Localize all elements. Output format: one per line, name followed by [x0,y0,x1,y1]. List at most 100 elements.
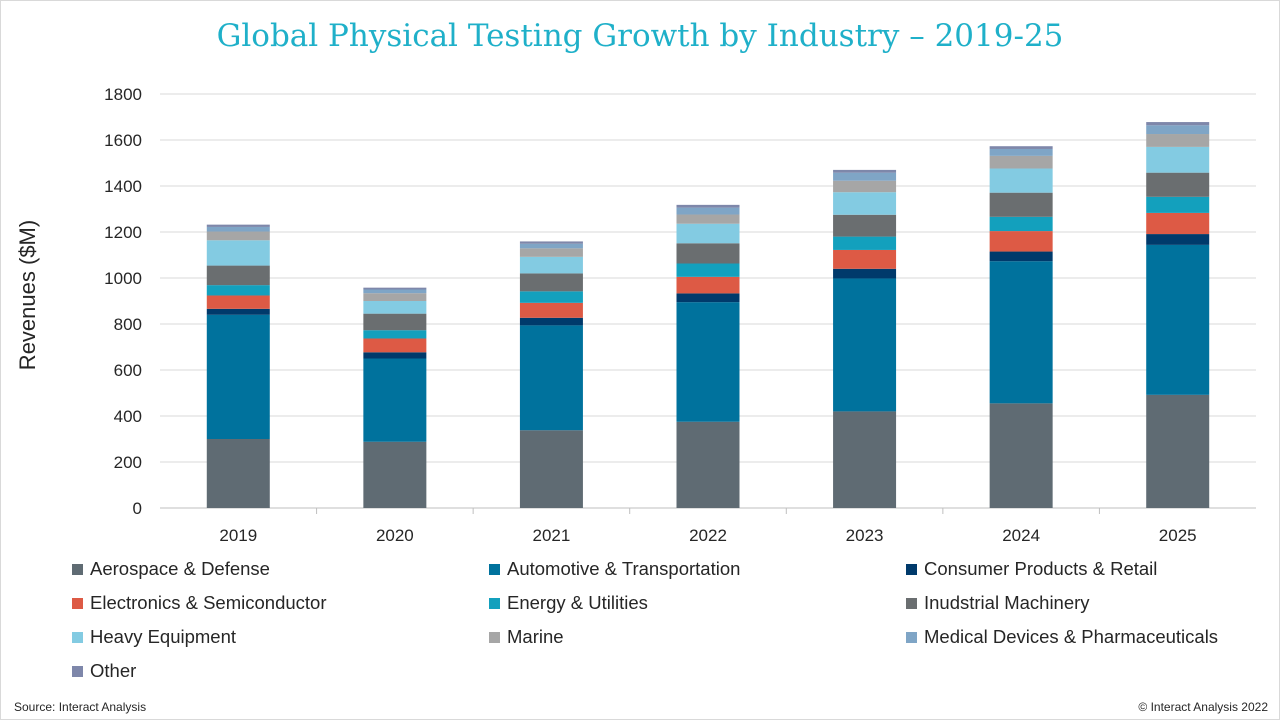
bar-segment [363,330,427,339]
legend-swatch [72,665,83,677]
bar-segment [1146,394,1210,508]
bar-segment [833,180,897,193]
y-tick-label: 400 [114,407,142,426]
legend-label: Consumer Products & Retail [924,558,1158,579]
bar-segment [519,241,583,244]
legend-swatch [72,563,83,575]
legend-item: Aerospace & Defense [72,558,270,580]
bar-segment [676,243,740,264]
legend-swatch [906,631,917,643]
chart-title: Global Physical Testing Growth by Indust… [216,18,1064,54]
y-tick-label: 0 [133,499,142,518]
bar-segment [206,285,270,296]
bar-segment [833,236,897,250]
bar-segment [363,289,427,294]
x-tick-label: 2025 [1159,526,1197,545]
bar-segment [363,293,427,301]
bar-segment [833,192,897,215]
x-tick-label: 2022 [689,526,727,545]
legend-swatch [906,563,917,575]
bar-segment [1146,134,1210,147]
legend-swatch [489,563,500,575]
bar-segment [206,439,270,508]
bar-segment [519,302,583,318]
bar-segment [676,302,740,422]
bar-segment [206,295,270,309]
legend-label: Medical Devices & Pharmaceuticals [924,626,1219,647]
bar-segment [676,421,740,508]
legend-swatch [906,597,917,609]
bar-segment [989,148,1053,156]
bar-segment [989,155,1053,169]
legend-swatch [489,597,500,609]
bar-segment [989,231,1053,252]
bar-segment [989,403,1053,508]
legend-label: Electronics & Semiconductor [90,592,327,613]
bar-segment [1146,172,1210,197]
legend-item: Other [72,660,136,682]
bar-segment [363,313,427,331]
bar-segment [1146,125,1210,135]
legend-item: Inudstrial Machinery [906,592,1090,614]
bar-segment [363,301,427,314]
y-tick-label: 200 [114,453,142,472]
bar-segment [676,214,740,224]
y-tick-label: 600 [114,361,142,380]
bar-segment [519,430,583,508]
legend-label: Energy & Utilities [507,592,648,613]
bar-segment [676,207,740,215]
bar-segment [833,278,897,412]
bar-segment [206,308,270,315]
y-tick-label: 1200 [104,223,142,242]
bar-segment [206,224,270,227]
bar-segment [989,192,1053,217]
bar-segment [989,251,1053,262]
bar-segment [833,214,897,237]
bar-segment [676,276,740,294]
y-tick-label: 1800 [104,85,142,104]
bar-segment [1146,212,1210,235]
bar-segment [519,243,583,249]
bar-segment [363,287,427,290]
bar-segment [519,317,583,326]
bar-segment [519,325,583,431]
bar-segment [989,216,1053,232]
copyright-note: © Interact Analysis 2022 [1138,700,1268,714]
y-axis-title: Revenues ($M) [15,220,40,370]
legend-item: Medical Devices & Pharmaceuticals [906,626,1218,648]
bar-segment [206,314,270,439]
bar-segment [989,261,1053,404]
legend-item: Heavy Equipment [72,626,236,648]
legend-label: Aerospace & Defense [90,558,270,579]
bar-segment [519,273,583,292]
bar-segment [833,268,897,279]
bar-segment [676,204,740,208]
bar-segment [833,411,897,508]
y-tick-label: 800 [114,315,142,334]
bar-segment [363,441,427,508]
legend-swatch [489,631,500,643]
x-tick-label: 2020 [376,526,414,545]
legend-item: Automotive & Transportation [489,558,740,580]
x-tick-label: 2023 [846,526,884,545]
legend-label: Other [90,660,137,681]
legend-swatch [72,631,83,643]
bar-segment [676,293,740,303]
bar-segment [519,256,583,274]
x-tick-label: 2021 [533,526,571,545]
y-tick-label: 1600 [104,131,142,150]
legend-label: Marine [507,626,564,647]
bar-segment [989,146,1053,149]
bar-segment [363,352,427,359]
bar-segment [519,248,583,257]
bar-segment [1146,244,1210,395]
x-tick-label: 2019 [219,526,257,545]
legend-item: Marine [489,626,564,648]
y-tick-label: 1000 [104,269,142,288]
bar-segment [1146,196,1210,213]
bar-segment [1146,234,1210,245]
bar-segment [206,231,270,241]
bar-segment [833,249,897,269]
legend-swatch [72,597,83,609]
